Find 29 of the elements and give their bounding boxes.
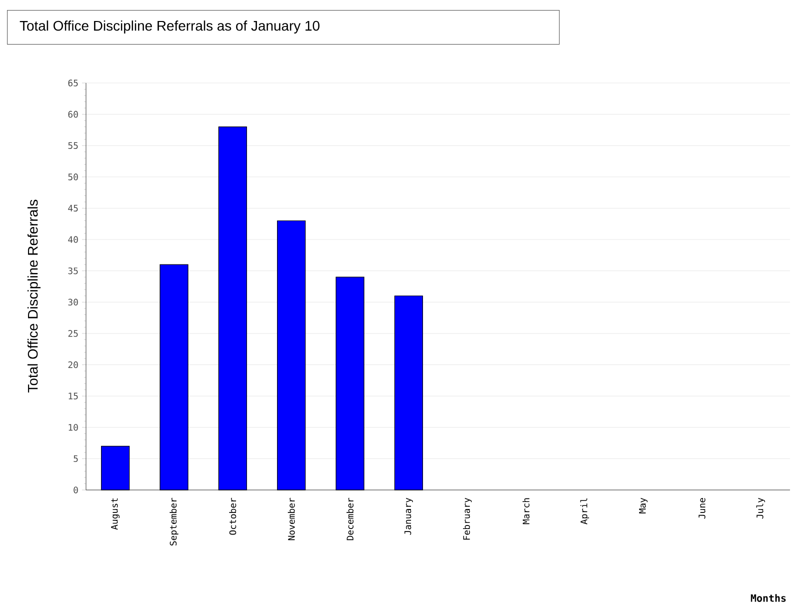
y-tick-label: 55	[68, 142, 78, 149]
x-tick-label: January	[404, 498, 413, 535]
x-tick-label: March	[522, 498, 530, 524]
x-tick-label: June	[698, 498, 706, 519]
y-tick-label: 65	[68, 80, 78, 86]
x-tick-label: April	[580, 498, 590, 524]
x-tick-label: December	[346, 498, 354, 540]
x-tick-label: October	[229, 498, 236, 535]
x-axis-title: Months	[750, 594, 786, 602]
y-tick-label: 0	[74, 486, 78, 494]
y-axis-title: Total Office Discipline Referrals	[28, 200, 41, 392]
y-tick-label: 60	[68, 110, 78, 118]
x-tick-label: September	[170, 498, 178, 546]
x-tick-label: November	[288, 498, 295, 540]
y-tick-label: 10	[68, 424, 78, 431]
y-tick-label: 25	[68, 330, 78, 337]
y-tick-label: 50	[68, 174, 78, 180]
y-tick-label: 40	[68, 236, 78, 243]
x-tick-label: August	[111, 498, 120, 530]
x-tick-label: July	[756, 498, 766, 519]
x-tick-label: May	[639, 498, 648, 514]
x-tick-label: February	[463, 498, 472, 540]
y-tick-label: 30	[68, 298, 78, 306]
y-tick-label: 45	[68, 204, 78, 212]
y-tick-label: 5	[74, 455, 78, 462]
y-tick-label: 20	[68, 361, 78, 368]
y-tick-label: 35	[68, 267, 78, 274]
chart-title: Total Office Discipline Referrals as of January 10	[20, 20, 320, 34]
y-tick-label: 15	[68, 392, 78, 400]
